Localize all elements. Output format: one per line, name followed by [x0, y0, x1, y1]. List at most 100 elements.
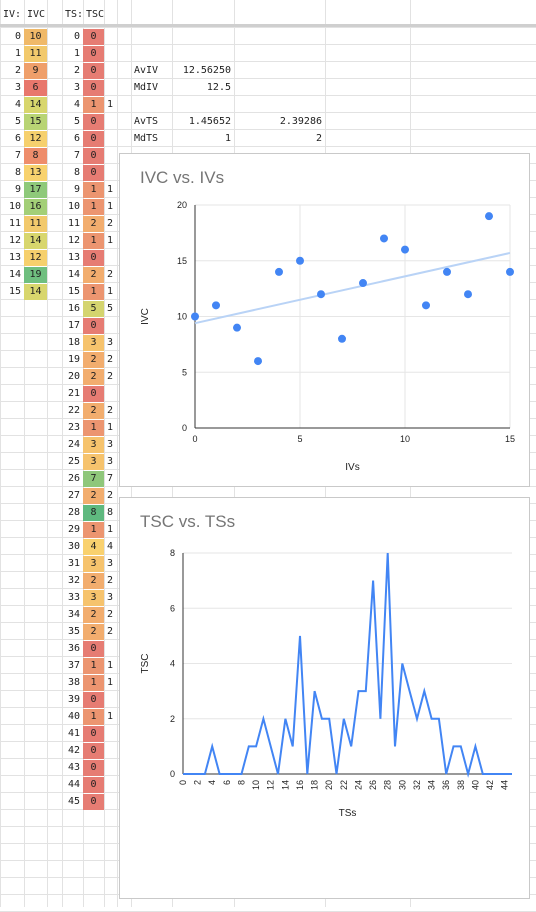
tsc-copy-cell[interactable]: 2 — [107, 490, 114, 501]
tsc-cell[interactable]: 2 — [83, 352, 104, 368]
iv-cell[interactable]: 14 — [8, 269, 21, 280]
tsc-cell[interactable]: 0 — [83, 114, 104, 130]
header-iv[interactable]: IV: — [3, 9, 22, 20]
header-tsc[interactable]: TSC — [86, 9, 105, 20]
iv-cell[interactable]: 8 — [14, 167, 21, 178]
tsc-copy-cell[interactable]: 1 — [107, 524, 114, 535]
ts-cell[interactable]: 8 — [73, 167, 80, 178]
stat-label[interactable]: AvIV — [134, 65, 159, 76]
iv-cell[interactable]: 1 — [14, 48, 21, 59]
tsc-copy-cell[interactable]: 2 — [107, 575, 114, 586]
ts-cell[interactable]: 21 — [67, 388, 80, 399]
ts-cell[interactable]: 1 — [73, 48, 80, 59]
tsc-cell[interactable]: 0 — [83, 318, 104, 334]
iv-cell[interactable]: 2 — [14, 65, 21, 76]
tsc-copy-cell[interactable]: 8 — [107, 507, 114, 518]
iv-cell[interactable]: 5 — [14, 116, 21, 127]
tsc-cell[interactable]: 1 — [83, 522, 104, 538]
tsc-copy-cell[interactable]: 3 — [107, 456, 114, 467]
ts-cell[interactable]: 37 — [67, 660, 80, 671]
ts-cell[interactable]: 24 — [67, 439, 80, 450]
tsc-cell[interactable]: 0 — [83, 743, 104, 759]
header-ivc[interactable]: IVC — [27, 9, 46, 20]
tsc-cell[interactable]: 2 — [83, 488, 104, 504]
tsc-copy-cell[interactable]: 1 — [107, 184, 114, 195]
tsc-cell[interactable]: 7 — [83, 471, 104, 487]
ts-cell[interactable]: 36 — [67, 643, 80, 654]
tsc-copy-cell[interactable]: 4 — [107, 541, 114, 552]
tsc-cell[interactable]: 1 — [83, 675, 104, 691]
ts-cell[interactable]: 14 — [67, 269, 80, 280]
stat-label[interactable]: MdIV — [134, 82, 159, 93]
ts-cell[interactable]: 27 — [67, 490, 80, 501]
tsc-cell[interactable]: 0 — [83, 148, 104, 164]
iv-cell[interactable]: 9 — [14, 184, 21, 195]
ivc-cell[interactable]: 6 — [24, 80, 47, 96]
tsc-cell[interactable]: 0 — [83, 794, 104, 810]
tsc-cell[interactable]: 1 — [83, 233, 104, 249]
tsc-cell[interactable]: 2 — [83, 267, 104, 283]
iv-cell[interactable]: 15 — [8, 286, 21, 297]
tsc-cell[interactable]: 0 — [83, 63, 104, 79]
ivc-cell[interactable]: 8 — [24, 148, 47, 164]
iv-cell[interactable]: 10 — [8, 201, 21, 212]
iv-cell[interactable]: 3 — [14, 82, 21, 93]
tsc-copy-cell[interactable]: 1 — [107, 677, 114, 688]
tsc-cell[interactable]: 1 — [83, 420, 104, 436]
tsc-cell[interactable]: 0 — [83, 29, 104, 45]
tsc-cell[interactable]: 1 — [83, 182, 104, 198]
ivc-cell[interactable]: 15 — [24, 114, 47, 130]
iv-cell[interactable]: 12 — [8, 235, 21, 246]
tsc-copy-cell[interactable]: 1 — [107, 99, 114, 110]
tsc-copy-cell[interactable]: 1 — [107, 201, 114, 212]
ts-cell[interactable]: 38 — [67, 677, 80, 688]
tsc-cell[interactable]: 1 — [83, 709, 104, 725]
ivc-cell[interactable]: 14 — [24, 97, 47, 113]
tsc-cell[interactable]: 3 — [83, 437, 104, 453]
ts-cell[interactable]: 5 — [73, 116, 80, 127]
stat-value-2[interactable]: 2.39286 — [279, 116, 322, 127]
stat-value[interactable]: 1.45652 — [188, 116, 231, 127]
tsc-cell[interactable]: 2 — [83, 624, 104, 640]
ivc-cell[interactable]: 10 — [24, 29, 47, 45]
stat-value[interactable]: 1 — [224, 133, 231, 144]
ivc-cell[interactable]: 11 — [24, 216, 47, 232]
ivc-cell[interactable]: 13 — [24, 165, 47, 181]
iv-cell[interactable]: 7 — [14, 150, 21, 161]
tsc-cell[interactable]: 5 — [83, 301, 104, 317]
iv-cell[interactable]: 13 — [8, 252, 21, 263]
tsc-cell[interactable]: 3 — [83, 454, 104, 470]
ts-cell[interactable]: 22 — [67, 405, 80, 416]
ts-cell[interactable]: 11 — [67, 218, 80, 229]
ivc-cell[interactable]: 12 — [24, 250, 47, 266]
tsc-cell[interactable]: 2 — [83, 607, 104, 623]
ivc-cell[interactable]: 14 — [24, 284, 47, 300]
tsc-copy-cell[interactable]: 1 — [107, 286, 114, 297]
iv-cell[interactable]: 11 — [8, 218, 21, 229]
ts-cell[interactable]: 33 — [67, 592, 80, 603]
ivc-cell[interactable]: 9 — [24, 63, 47, 79]
tsc-copy-cell[interactable]: 2 — [107, 269, 114, 280]
iv-cell[interactable]: 4 — [14, 99, 21, 110]
tsc-cell[interactable]: 0 — [83, 692, 104, 708]
ivc-cell[interactable]: 19 — [24, 267, 47, 283]
tsc-cell[interactable]: 2 — [83, 216, 104, 232]
tsc-cell[interactable]: 4 — [83, 539, 104, 555]
stat-label[interactable]: MdTS — [134, 133, 159, 144]
ts-cell[interactable]: 6 — [73, 133, 80, 144]
ts-cell[interactable]: 31 — [67, 558, 80, 569]
tsc-cell[interactable]: 0 — [83, 80, 104, 96]
ts-cell[interactable]: 32 — [67, 575, 80, 586]
ts-cell[interactable]: 34 — [67, 609, 80, 620]
ts-cell[interactable]: 17 — [67, 320, 80, 331]
ts-cell[interactable]: 18 — [67, 337, 80, 348]
tsc-cell[interactable]: 0 — [83, 726, 104, 742]
ivc-cell[interactable]: 16 — [24, 199, 47, 215]
tsc-cell[interactable]: 0 — [83, 250, 104, 266]
stat-value[interactable]: 12.56250 — [182, 65, 231, 76]
tsc-copy-cell[interactable]: 2 — [107, 371, 114, 382]
tsc-copy-cell[interactable]: 2 — [107, 405, 114, 416]
ts-cell[interactable]: 26 — [67, 473, 80, 484]
ts-cell[interactable]: 39 — [67, 694, 80, 705]
ts-cell[interactable]: 7 — [73, 150, 80, 161]
